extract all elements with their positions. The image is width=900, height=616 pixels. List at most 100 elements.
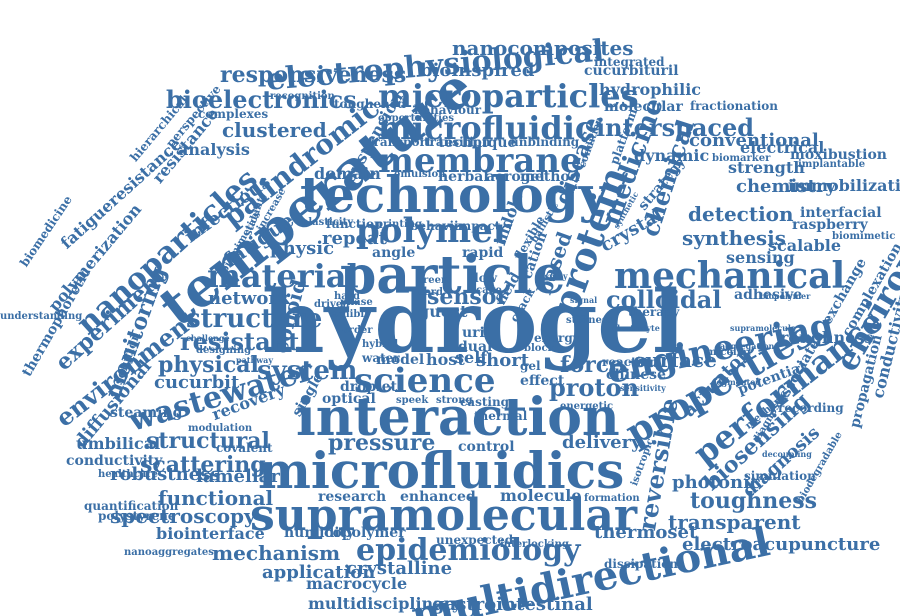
word-transition: transition <box>424 135 491 149</box>
word-research: research <box>318 489 387 505</box>
word-mechanism: mechanism <box>212 541 341 565</box>
word-nanocomposites: nanocomposites <box>452 36 634 60</box>
word-impact: impact <box>454 219 501 233</box>
word-roughness: roughness <box>780 328 874 347</box>
word-toughness: toughness <box>690 488 817 514</box>
word-sensing: sensing <box>726 248 795 267</box>
word-energy: energy <box>534 331 580 345</box>
word-hydrogel: hydrogel <box>262 272 685 373</box>
word-aerogel: aerogel <box>486 169 545 185</box>
word-conductivity: conductivity <box>66 453 163 469</box>
word-resistant: resistant <box>180 327 300 356</box>
word-casting: casting <box>460 395 510 409</box>
word-colloidal: colloidal <box>606 285 722 314</box>
word-network: network <box>208 288 291 309</box>
word-reaction: reaction <box>602 355 658 369</box>
word-decoupling: decoupling <box>762 449 812 459</box>
word-science: science <box>354 361 496 401</box>
word-chinese: chinese <box>606 367 666 383</box>
word-bioinspired: bioinspired <box>420 60 535 81</box>
word-rapid: rapid <box>462 245 504 261</box>
word-microfluidic: microfluidic <box>378 109 595 147</box>
word-stiffness: stiffness <box>566 315 614 326</box>
word-transparent: transparent <box>668 510 801 534</box>
word-exhibit: exhibit <box>330 309 369 320</box>
word-conventional: conventional <box>689 130 819 151</box>
word-delivery: delivery <box>562 432 642 453</box>
word-display: display <box>536 271 568 281</box>
word-pressure: pressure <box>328 430 436 456</box>
word-integrated: integrated <box>594 55 665 69</box>
word-flow: flow <box>470 271 498 285</box>
word-macrocycle: macrocycle <box>306 574 408 593</box>
word-hydrophilic: hydrophilic <box>599 80 702 99</box>
word-unexpected: unexpected <box>436 533 514 547</box>
word-clustered: clustered <box>222 118 327 142</box>
word-hard: hard <box>334 291 361 302</box>
word-micellar: micellar <box>706 347 753 358</box>
word-biopolymer: biopolymer <box>760 291 811 301</box>
word-epidemiology: epidemiology <box>356 533 581 568</box>
word-robustness: robustness <box>110 464 221 485</box>
word-immobilization: immobilization <box>788 176 900 195</box>
word-supramolecule: supramolecule <box>730 323 797 333</box>
word-behaviour: behaviour <box>414 103 482 117</box>
word-speek: speek <box>396 395 429 406</box>
word-printing: printing <box>376 219 423 230</box>
word-repeat: repeat <box>322 228 387 249</box>
word-interspaced: interspaced <box>596 113 755 142</box>
word-recording: recording <box>778 401 844 415</box>
word-photonic: photonic <box>672 472 761 493</box>
word-responsiveness: responsiveness <box>220 62 407 88</box>
word-supramolecular: supramolecular <box>250 490 638 541</box>
word-quantification: quantification <box>84 499 179 513</box>
word-proton: proton <box>549 373 639 402</box>
word-technology: technology <box>300 165 608 224</box>
word-method: method <box>520 169 580 185</box>
word-multidisciplinary: multidisciplinary <box>308 594 462 613</box>
word-effect: effect <box>520 373 565 389</box>
word-domain: domain <box>314 164 381 183</box>
word-sensor: sensor <box>427 284 509 310</box>
word-material: material <box>207 257 359 295</box>
word-host: host <box>426 350 465 369</box>
word-bioelectronics: bioelectronics <box>166 85 357 114</box>
word-guest: guest <box>418 302 468 321</box>
word-elasticity: elasticity <box>302 217 354 228</box>
word-electrical: electrical <box>740 138 825 157</box>
word-aggregation: aggregation <box>720 341 775 351</box>
word-mechanical: mechanical <box>614 255 846 297</box>
word-strong: strong <box>436 395 473 406</box>
word-copolymer: copolymer <box>324 525 406 541</box>
word-electroacupuncture: electroacupuncture <box>682 534 881 555</box>
word-covalent: covalent <box>216 441 273 455</box>
word-thermoset: thermoset <box>594 522 698 543</box>
word-formation: formation <box>584 493 640 504</box>
word-healthcare: healthcare <box>98 469 158 480</box>
word-synthesis: synthesis <box>682 226 787 250</box>
word-polymer: polymer <box>356 211 511 251</box>
word-block: block <box>524 343 555 354</box>
word-humidity: humidity <box>284 525 355 541</box>
word-unbinding: unbinding <box>510 135 580 149</box>
word-pathway: pathway <box>236 355 274 365</box>
word-scalable: scalable <box>768 236 842 255</box>
word-hybrid: hybrid <box>362 339 399 350</box>
word-membrane: membrane <box>378 141 582 181</box>
word-signal: signal <box>570 295 598 305</box>
word-emulsion: emulsion <box>394 169 446 180</box>
word-order: order <box>342 325 373 336</box>
word-thermal: thermal <box>474 409 528 423</box>
word-molecule: molecule <box>500 486 582 505</box>
word-microparticles: microparticles <box>378 77 639 115</box>
word-interfacial: interfacial <box>800 205 882 221</box>
word-dynamic: dynamic <box>634 146 710 165</box>
word-sensitivity: sensitivity <box>620 383 666 393</box>
word-optical: optical <box>322 391 376 407</box>
word-functional: functional <box>158 486 274 510</box>
word-phase: phase <box>340 297 373 308</box>
word-umbilical: umbilical <box>76 434 161 453</box>
word-simulation: simulation <box>744 469 816 483</box>
word-cucurbit: cucurbit <box>154 372 240 393</box>
